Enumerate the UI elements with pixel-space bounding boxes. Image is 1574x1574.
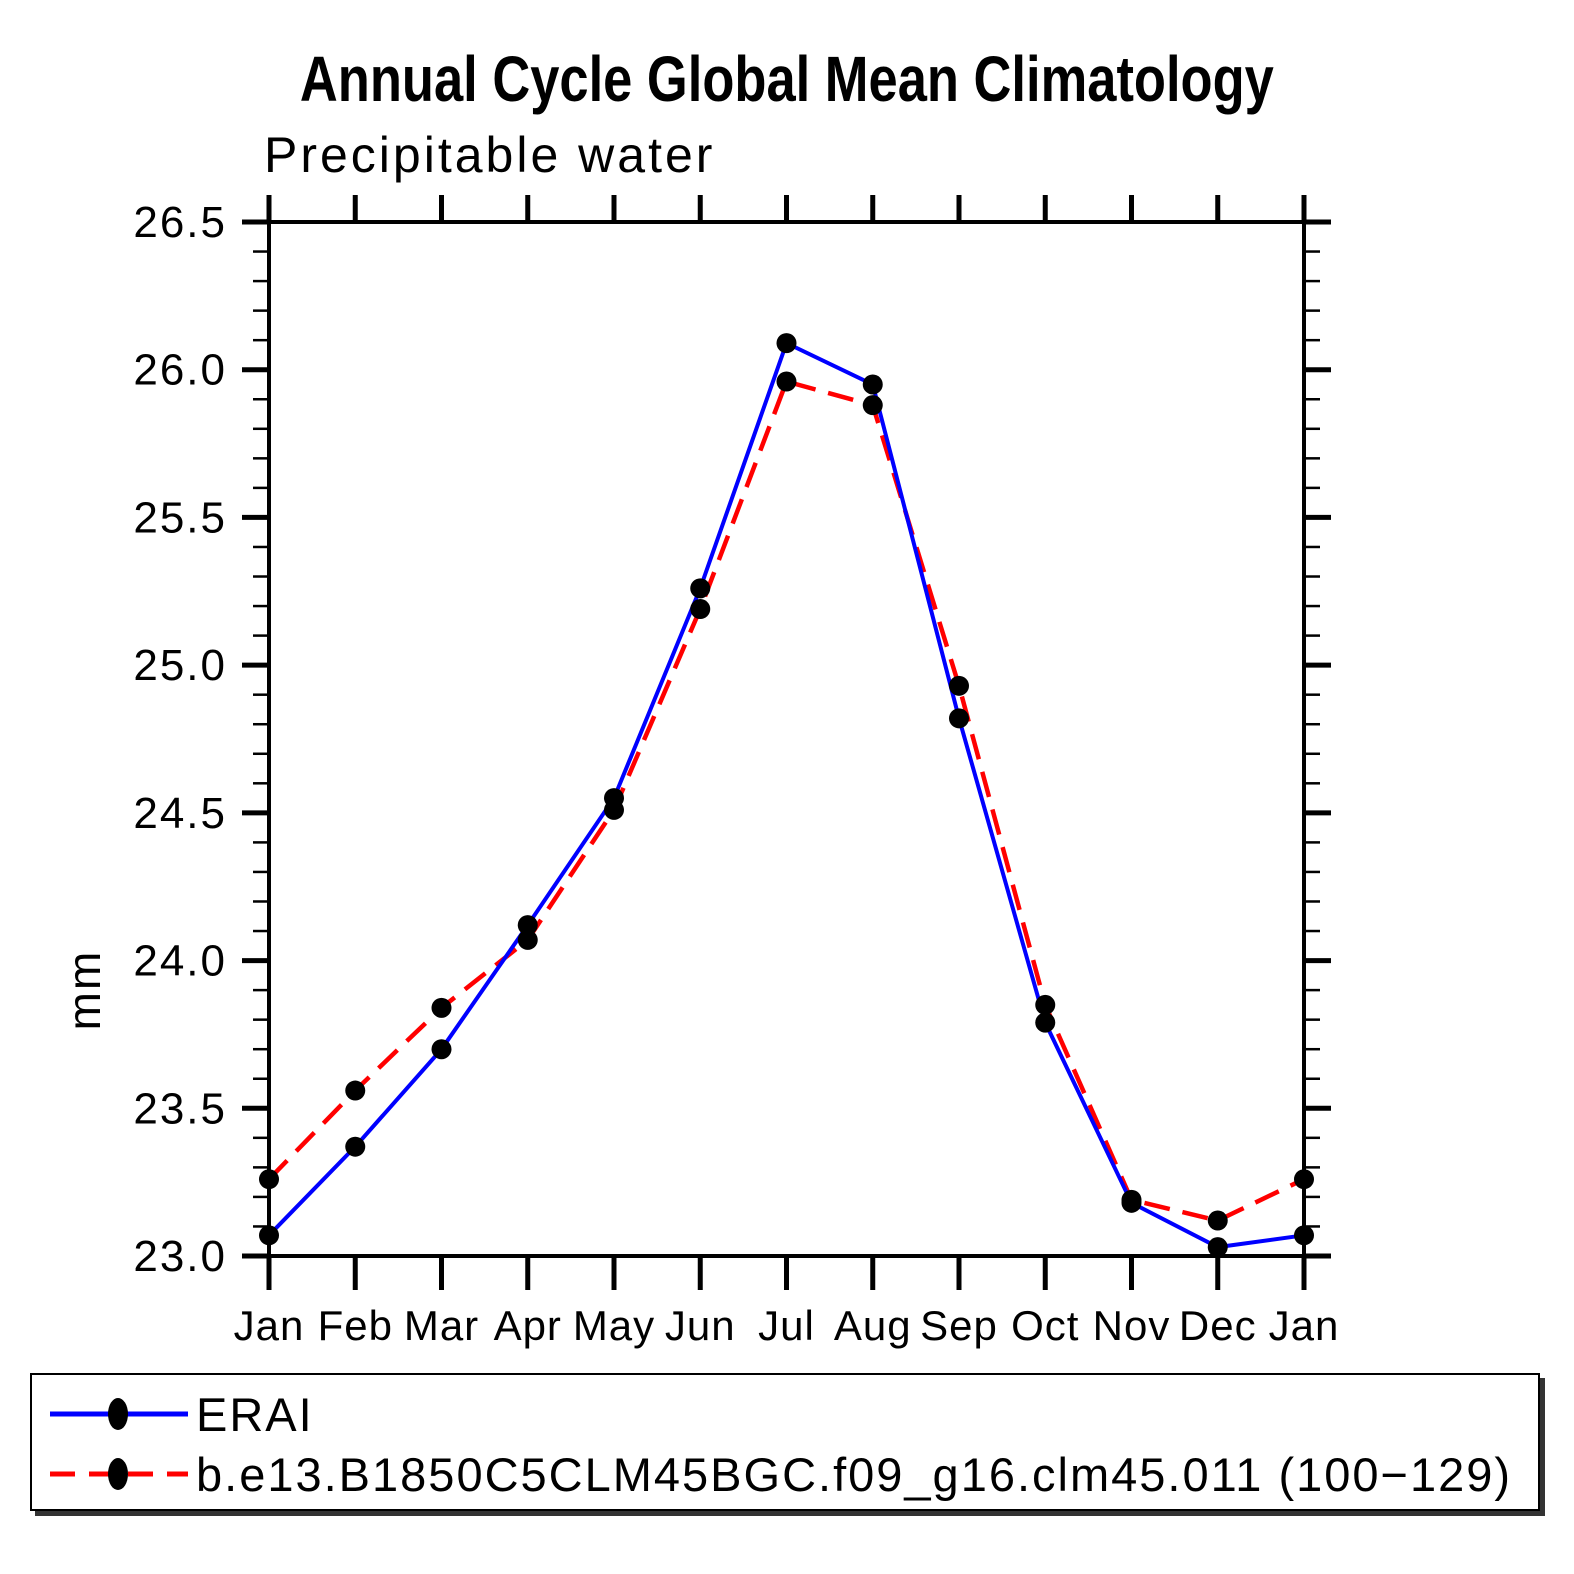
model-marker-may [604, 799, 624, 820]
legend-box: ERAI b.e13.B1850C5CLM45BGC.f09_g16.clm45… [30, 1373, 1540, 1511]
model-marker-jan [1294, 1169, 1314, 1190]
x-tick-label: Oct [1011, 1302, 1079, 1349]
x-tick-label: Aug [834, 1302, 912, 1349]
erai-marker-sep [949, 708, 969, 729]
x-tick-label: May [573, 1302, 655, 1349]
erai-marker-mar [431, 1039, 452, 1060]
chart-title: Annual Cycle Global Mean Climatology [300, 43, 1274, 115]
x-tick-label: Mar [404, 1302, 479, 1349]
x-tick-label: Feb [318, 1302, 393, 1349]
legend-label-erai: ERAI [196, 1387, 314, 1441]
erai-marker-aug [862, 374, 883, 395]
model-marker-apr [517, 929, 538, 950]
erai-marker-dec [1207, 1237, 1228, 1258]
model-sample-marker-icon [108, 1458, 128, 1490]
y-tick-label: 24.5 [133, 789, 227, 838]
model-marker-nov [1121, 1189, 1142, 1210]
erai-marker-apr [517, 915, 538, 936]
x-tick-label: Sep [920, 1302, 998, 1349]
legend-entry-model: b.e13.B1850C5CLM45BGC.f09_g16.clm45.011 … [42, 1444, 1538, 1504]
y-tick-label: 23.5 [133, 1084, 227, 1133]
model-marker-jul [776, 371, 797, 392]
model-marker-feb [345, 1080, 366, 1101]
erai-marker-feb [345, 1136, 366, 1157]
y-tick-label: 26.0 [133, 346, 227, 395]
title-container: Annual Cycle Global Mean Climatology [0, 42, 1574, 116]
erai-marker-jun [690, 578, 711, 599]
chart-subtitle: Precipitable water [264, 127, 716, 183]
model-marker-jan [259, 1169, 279, 1190]
x-tick-label: Jan [1269, 1302, 1340, 1349]
model-line [267, 378, 1305, 1223]
model-marker-aug [862, 395, 883, 416]
y-tick-label: 24.0 [133, 937, 227, 986]
erai-marker-jan [259, 1225, 279, 1246]
x-tick-label: Dec [1179, 1302, 1257, 1349]
y-tick-label: 23.0 [133, 1232, 227, 1281]
model-marker-mar [431, 997, 452, 1018]
model-marker-oct [1035, 994, 1056, 1015]
y-tick-label: 25.5 [133, 493, 227, 542]
x-tick-label: Apr [494, 1302, 562, 1349]
erai-marker-jul [776, 333, 797, 354]
plot-area: Jan Feb Mar Apr May Jun Jul Aug Sep Oct Nov Dec Jan2… [133, 195, 1340, 1349]
x-tick-label: Jun [665, 1302, 736, 1349]
model-marker-sep [949, 675, 969, 696]
legend-entry-erai: ERAI [42, 1384, 1538, 1444]
model-marker-jun [690, 599, 711, 620]
erai-line [267, 340, 1305, 1250]
erai-line-sample [50, 1398, 188, 1430]
x-tick-label: Jan [234, 1302, 305, 1349]
model-line-sample [50, 1458, 188, 1490]
model-marker-dec [1207, 1210, 1228, 1231]
erai-sample-marker-icon [108, 1398, 128, 1430]
legend-label-model: b.e13.B1850C5CLM45BGC.f09_g16.clm45.011 … [196, 1447, 1513, 1501]
erai-marker-oct [1035, 1012, 1056, 1033]
x-tick-label: Nov [1093, 1302, 1171, 1349]
y-tick-label: 25.0 [133, 641, 227, 690]
erai-marker-jan [1294, 1225, 1314, 1246]
x-tick-label: Jul [758, 1302, 815, 1349]
y-tick-label: 26.5 [133, 198, 227, 247]
